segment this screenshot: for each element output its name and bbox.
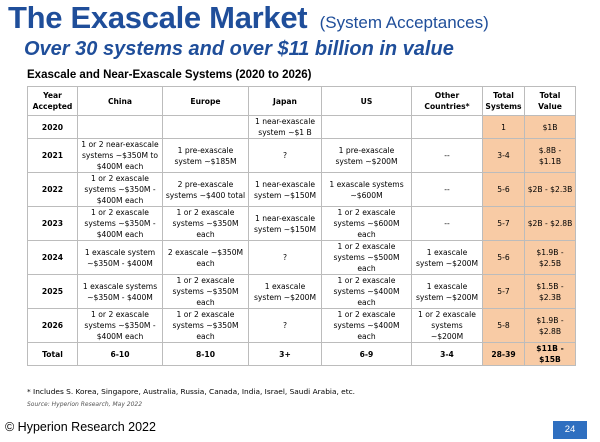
table-cell: ? — [248, 308, 322, 343]
table-cell: 1 or 2 exascale systems ~$350M each — [162, 206, 249, 241]
table-cell: 1 or 2 near-exascale systems ~$350M to $… — [77, 138, 163, 173]
table-cell: ? — [248, 138, 322, 173]
table-cell: 8-10 — [162, 342, 249, 366]
column-header: Total Value — [524, 86, 576, 116]
table-cell — [411, 115, 483, 139]
table-cell: $.8B - $1.1B — [524, 138, 576, 173]
table-cell: 3+ — [248, 342, 322, 366]
table-cell: 3-4 — [411, 342, 483, 366]
table-cell: 5-7 — [482, 206, 525, 241]
table-cell: 1 exascale systems ~$350M - $400M — [77, 274, 163, 309]
table-cell: ? — [248, 240, 322, 275]
table-cell: -- — [411, 138, 483, 173]
table-cell: 5-6 — [482, 240, 525, 275]
table-cell: 2022 — [27, 172, 78, 207]
table-cell — [162, 115, 249, 139]
table-row: 2022 1 or 2 exascale systems ~$350M - $4… — [27, 172, 576, 207]
table-cell: $2B - $2.8B — [524, 206, 576, 241]
copyright-text: © Hyperion Research 2022 — [5, 420, 156, 434]
table-cell: 1 near-exascale system ~$1 B — [248, 115, 322, 139]
page-number-badge: 24 — [553, 421, 587, 439]
column-header: Year Accepted — [27, 86, 78, 116]
exascale-systems-table: Year Accepted China Europe Japan US Othe… — [27, 86, 576, 366]
table-title: Exascale and Near-Exascale Systems (2020… — [27, 69, 312, 81]
table-cell: 1 or 2 exascale systems ~$500M each — [321, 240, 412, 275]
table-cell: Total — [27, 342, 78, 366]
table-panel: Exascale and Near-Exascale Systems (2020… — [24, 68, 577, 410]
table-cell: 1 near-exascale system ~$150M — [248, 172, 322, 207]
table-cell: 2021 — [27, 138, 78, 173]
table-cell: 5-7 — [482, 274, 525, 309]
table-row: 2025 1 exascale systems ~$350M - $400M 1… — [27, 274, 576, 309]
slide-title-suffix: (System Acceptances) — [319, 13, 489, 32]
table-cell: 1 near-exascale system ~$150M — [248, 206, 322, 241]
table-cell: 5-6 — [482, 172, 525, 207]
table-cell — [321, 115, 412, 139]
table-header-row: Year Accepted China Europe Japan US Othe… — [27, 86, 576, 116]
slide-subtitle: Over 30 systems and over $11 billion in … — [24, 38, 454, 60]
table-row: 2021 1 or 2 near-exascale systems ~$350M… — [27, 138, 576, 173]
table-cell: 1 — [482, 115, 525, 139]
table-cell: 2020 — [27, 115, 78, 139]
table-cell: 1 or 2 exascale systems ~$400M each — [321, 274, 412, 309]
table-cell: 2 exascale ~$350M each — [162, 240, 249, 275]
table-cell: 2023 — [27, 206, 78, 241]
table-cell: 1 exascale system ~$200M — [248, 274, 322, 309]
table-cell: 2025 — [27, 274, 78, 309]
table-row: 2026 1 or 2 exascale systems ~$350M - $4… — [27, 308, 576, 343]
column-header: Other Countries* — [411, 86, 483, 116]
table-cell: $11B - $15B — [524, 342, 576, 366]
table-cell: 1 or 2 exascale systems ~$200M — [411, 308, 483, 343]
table-cell: 5-8 — [482, 308, 525, 343]
table-cell: 2024 — [27, 240, 78, 275]
table-cell: -- — [411, 206, 483, 241]
table-row: 2023 1 or 2 exascale systems ~$350M - $4… — [27, 206, 576, 241]
table-cell: 1 pre-exascale system ~$200M — [321, 138, 412, 173]
table-cell — [77, 115, 163, 139]
column-header: Total Systems — [482, 86, 525, 116]
table-source: Source: Hyperion Research, May 2022 — [27, 401, 143, 408]
table-cell: 1 exascale system ~$200M — [411, 274, 483, 309]
slide-title: The Exascale Market (System Acceptances) — [8, 0, 489, 36]
table-row: 2024 1 exascale system ~$350M - $400M 2 … — [27, 240, 576, 275]
table-cell: $2B - $2.3B — [524, 172, 576, 207]
table-cell: 1 exascale systems ~$600M — [321, 172, 412, 207]
table-cell: $1.5B - $2.3B — [524, 274, 576, 309]
table-cell: 1 or 2 exascale systems ~$350M - $400M e… — [77, 308, 163, 343]
column-header: Japan — [248, 86, 322, 116]
table-cell: 3-4 — [482, 138, 525, 173]
table-cell: 1 or 2 exascale systems ~$350M each — [162, 274, 249, 309]
column-header: Europe — [162, 86, 249, 116]
table-cell: 1 pre-exascale system ~$185M — [162, 138, 249, 173]
table-cell: 1 exascale system ~$350M - $400M — [77, 240, 163, 275]
table-cell: 1 or 2 exascale systems ~$350M - $400M e… — [77, 172, 163, 207]
table-cell: 6-9 — [321, 342, 412, 366]
table-cell: 28-39 — [482, 342, 525, 366]
table-cell: -- — [411, 172, 483, 207]
table-cell: 1 or 2 exascale systems ~$350M - $400M e… — [77, 206, 163, 241]
table-row: 2020 1 near-exascale system ~$1 B 1 $1B — [27, 115, 576, 139]
column-header: US — [321, 86, 412, 116]
table-cell: $1B — [524, 115, 576, 139]
column-header: China — [77, 86, 163, 116]
table-cell: 1 or 2 exascale systems ~$400M each — [321, 308, 412, 343]
table-total-row: Total 6-10 8-10 3+ 6-9 3-4 28-39 $11B - … — [27, 342, 576, 366]
slide-title-main: The Exascale Market — [8, 0, 308, 35]
table-cell: 6-10 — [77, 342, 163, 366]
table-cell: $1.9B - $2.5B — [524, 240, 576, 275]
table-cell: 1 or 2 exascale systems ~$600M each — [321, 206, 412, 241]
table-cell: 2026 — [27, 308, 78, 343]
table-cell: 2 pre-exascale systems ~$400 total — [162, 172, 249, 207]
table-footnote: * Includes S. Korea, Singapore, Australi… — [27, 387, 356, 396]
table-cell: $1.9B - $2.8B — [524, 308, 576, 343]
table-cell: 1 exascale system ~$200M — [411, 240, 483, 275]
table-cell: 1 or 2 exascale systems ~$350M each — [162, 308, 249, 343]
